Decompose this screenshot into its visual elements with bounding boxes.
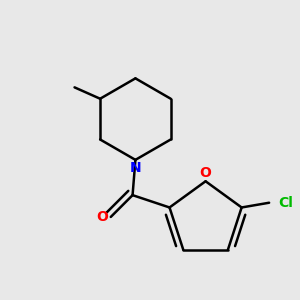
- Text: O: O: [200, 166, 211, 180]
- Text: N: N: [130, 161, 141, 175]
- Text: Cl: Cl: [279, 196, 293, 210]
- Text: O: O: [96, 210, 108, 224]
